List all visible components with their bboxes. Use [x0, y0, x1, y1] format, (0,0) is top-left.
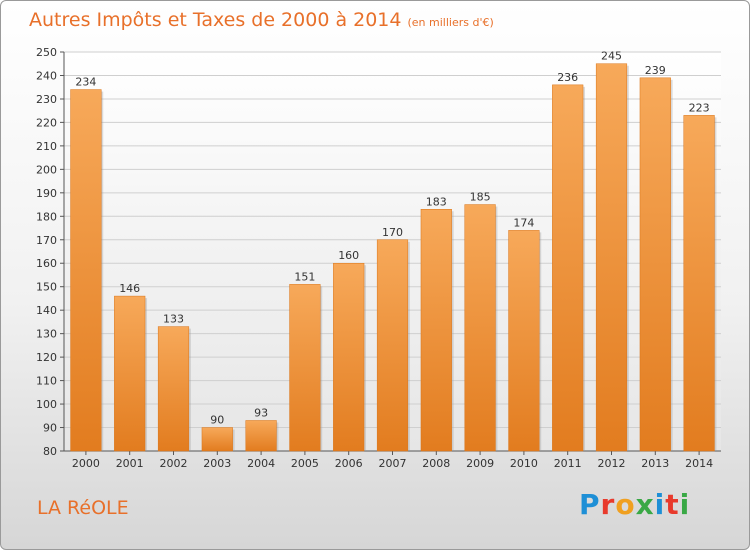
x-tick-label-2008: 2008: [422, 457, 450, 470]
bar-2004: [245, 420, 277, 452]
logo-letter: x: [635, 488, 655, 521]
proxiti-logo[interactable]: Proxiti: [579, 488, 690, 521]
logo-letter: o: [615, 488, 636, 521]
y-tick-label: 250: [36, 46, 57, 59]
x-tick-label-2009: 2009: [466, 457, 494, 470]
data-label-2005: 151: [294, 270, 315, 283]
x-tick-label-2003: 2003: [203, 457, 231, 470]
y-tick-label: 230: [36, 93, 57, 106]
x-tick-label-2004: 2004: [247, 457, 275, 470]
x-tick-label-2002: 2002: [160, 457, 188, 470]
bar-2010: [508, 230, 540, 452]
y-axis: 80 90 100 110 120 130 140 150 160 170 180 190 200 210…: [36, 46, 65, 458]
y-tick-label: 130: [36, 328, 57, 341]
place-name: LA RéOLE: [37, 497, 129, 519]
data-label-2000: 234: [75, 76, 96, 89]
bars: [70, 63, 717, 452]
x-tick-label-2012: 2012: [598, 457, 626, 470]
chart-title: Autres Impôts et Taxes de 2000 à 2014 (en…: [29, 9, 494, 31]
data-label-2006: 160: [338, 249, 359, 262]
x-axis: 2000 2001 2002 2003 2004 2005 2006 2007 2008 2009…: [64, 450, 721, 470]
data-label-2007: 170: [382, 226, 403, 239]
data-label-2012: 245: [601, 50, 622, 63]
bar-2002: [157, 326, 190, 452]
y-tick-label: 190: [36, 187, 57, 200]
logo-letter: t: [665, 488, 680, 521]
y-tick-label: 140: [36, 304, 57, 317]
bar-2012: [595, 63, 628, 452]
y-tick-label: 200: [36, 163, 57, 176]
bar-2013: [639, 77, 671, 452]
data-label-2002: 133: [163, 313, 184, 326]
bar-2009: [464, 204, 496, 452]
bar-2001: [114, 295, 146, 452]
y-tick-label: 180: [36, 210, 57, 223]
y-tick-label: 110: [36, 375, 57, 388]
logo-letter: i: [654, 488, 666, 521]
bar-2000: [70, 89, 102, 452]
x-tick-label-2006: 2006: [335, 457, 363, 470]
y-tick-label: 240: [36, 69, 57, 82]
bar-2006: [333, 262, 365, 452]
y-tick-label: 120: [36, 351, 57, 364]
data-label-2011: 236: [557, 71, 578, 84]
data-label-2009: 185: [470, 191, 491, 204]
data-labels: 234 146 133 90 93 151 160 170 183 185 174 236 245 239…: [75, 50, 709, 427]
logo-letter: P: [579, 488, 601, 521]
y-tick-label: 210: [36, 140, 57, 153]
data-label-2014: 223: [689, 101, 710, 114]
x-tick-label-2007: 2007: [379, 457, 407, 470]
data-label-2001: 146: [119, 282, 140, 295]
bar-2008: [420, 209, 452, 452]
y-tick-label: 220: [36, 116, 57, 129]
bar-2011: [552, 84, 584, 452]
x-tick-label-2013: 2013: [641, 457, 669, 470]
data-label-2013: 239: [645, 64, 666, 77]
data-label-2003: 90: [210, 414, 224, 427]
logo-letter: r: [600, 488, 616, 521]
x-tick-label-2011: 2011: [554, 457, 582, 470]
x-tick-label-2000: 2000: [72, 457, 100, 470]
y-tick-label: 100: [36, 398, 57, 411]
chart-unit: (en milliers d'€): [407, 16, 494, 29]
data-label-2010: 174: [513, 216, 534, 229]
x-tick-label-2014: 2014: [685, 457, 713, 470]
data-label-2004: 93: [254, 406, 268, 419]
x-tick-label-2001: 2001: [116, 457, 144, 470]
y-tick-label: 170: [36, 234, 57, 247]
y-tick-label: 80: [43, 445, 57, 458]
y-tick-label: 150: [36, 281, 57, 294]
bar-2014: [683, 115, 715, 452]
data-label-2008: 183: [426, 195, 447, 208]
y-tick-label: 90: [43, 422, 57, 435]
y-tick-label: 160: [36, 257, 57, 270]
logo-letter: i: [679, 488, 691, 521]
bar-2005: [289, 284, 321, 452]
bar-2007: [376, 239, 409, 452]
x-tick-label-2005: 2005: [291, 457, 319, 470]
chart-title-text: Autres Impôts et Taxes de 2000 à 2014: [29, 9, 402, 31]
x-tick-label-2010: 2010: [510, 457, 538, 470]
bar-2003: [201, 427, 233, 452]
